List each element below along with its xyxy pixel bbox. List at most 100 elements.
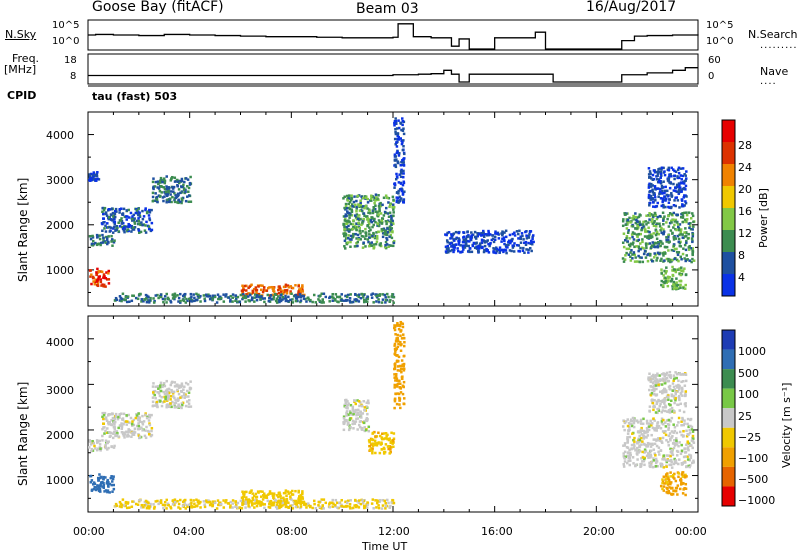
power-cell <box>675 284 679 288</box>
velocity-cell <box>169 398 172 401</box>
power-cell <box>120 225 124 229</box>
velocity-cell <box>294 505 298 509</box>
velocity-cell <box>144 412 147 415</box>
velocity-cell <box>267 505 271 509</box>
power-cell <box>204 293 208 297</box>
velocity-cell <box>287 492 291 495</box>
velocity-cell <box>307 504 311 507</box>
power-cell <box>272 290 276 293</box>
velocity-cell <box>298 498 302 502</box>
power-cell <box>525 234 528 237</box>
power-cell <box>173 295 177 298</box>
velocity-cell <box>642 435 646 438</box>
velocity-cell <box>351 419 355 423</box>
power-cell <box>282 289 285 293</box>
velocity-cell <box>293 502 297 505</box>
velocity-cell <box>239 499 243 503</box>
power-cell <box>647 226 650 230</box>
velocity-cell <box>652 373 655 377</box>
power-cell <box>380 220 384 224</box>
power-cell <box>184 301 187 304</box>
power-cell <box>171 175 174 179</box>
velocity-cell <box>677 383 680 387</box>
power-cell <box>297 295 300 299</box>
power-cell <box>320 301 323 304</box>
velocity-cell <box>184 395 187 398</box>
power-cell <box>400 139 403 143</box>
velocity-cell <box>399 367 403 371</box>
power-cell <box>502 248 506 252</box>
power-cell <box>685 239 688 243</box>
power-cell <box>98 234 101 237</box>
power-cell <box>449 242 453 245</box>
power-cell <box>138 214 142 217</box>
velocity-cell <box>359 410 362 413</box>
velocity-cell <box>626 424 630 428</box>
power-cell <box>144 231 148 234</box>
power-cell <box>682 196 686 199</box>
power-cell <box>691 257 694 261</box>
power-cell <box>374 293 377 296</box>
power-cell <box>368 244 371 248</box>
velocity-cell <box>667 444 671 447</box>
velocity-cell <box>159 499 163 502</box>
power-cell <box>171 297 175 300</box>
power-cell <box>676 213 680 217</box>
velocity-cell <box>664 372 668 376</box>
power-cell <box>243 284 247 288</box>
velocity-cell <box>272 501 276 504</box>
power-cell <box>653 219 656 223</box>
power-cell <box>650 233 653 236</box>
velocity-cell <box>291 493 295 496</box>
freq-tick-top: 18 <box>64 55 77 66</box>
power-cell <box>394 120 397 123</box>
velocity-cell <box>180 382 184 385</box>
power-cell <box>402 199 405 202</box>
velocity-cell <box>669 374 672 377</box>
power-cell <box>649 185 653 188</box>
power-cell <box>659 259 662 262</box>
power-cell <box>367 240 370 244</box>
power-cell <box>480 238 484 242</box>
velocity-cell <box>387 444 391 448</box>
power-cell <box>302 294 306 298</box>
velocity-cell <box>665 490 668 494</box>
power-cell <box>349 222 353 226</box>
power-cell <box>382 227 386 231</box>
power-cell <box>119 219 122 222</box>
power-cell <box>273 292 277 296</box>
power-cell <box>403 157 406 160</box>
velocity-cbar-tick-neg100: −100 <box>738 452 769 465</box>
velocity-cell <box>268 500 271 503</box>
power-cell <box>690 260 693 264</box>
power-cell <box>676 175 679 178</box>
power-cell <box>158 189 162 193</box>
velocity-cell <box>367 425 371 429</box>
power-cell <box>488 233 492 236</box>
velocity-cell <box>113 423 116 426</box>
velocity-cell <box>656 411 659 415</box>
power-cell <box>651 197 654 200</box>
power-cell <box>371 211 375 215</box>
power-cell <box>636 227 639 230</box>
velocity-cell <box>673 460 677 463</box>
power-cell <box>667 234 670 237</box>
power-cell <box>680 266 683 269</box>
power-cell <box>343 206 346 210</box>
power-cell <box>99 278 103 281</box>
velocity-cell <box>122 432 126 436</box>
power-cell <box>648 230 651 234</box>
power-cell <box>392 301 395 304</box>
power-cell <box>679 215 683 219</box>
power-cell <box>102 236 105 240</box>
power-cell <box>665 257 669 261</box>
power-cell <box>252 287 256 291</box>
power-cell <box>399 197 403 200</box>
power-cell <box>522 246 525 250</box>
velocity-cell <box>371 438 374 441</box>
power-cell <box>261 297 264 300</box>
power-cell <box>97 277 100 281</box>
velocity-ytick-2000: 2000 <box>46 429 74 442</box>
power-cell <box>637 249 640 253</box>
velocity-cell <box>677 421 680 424</box>
